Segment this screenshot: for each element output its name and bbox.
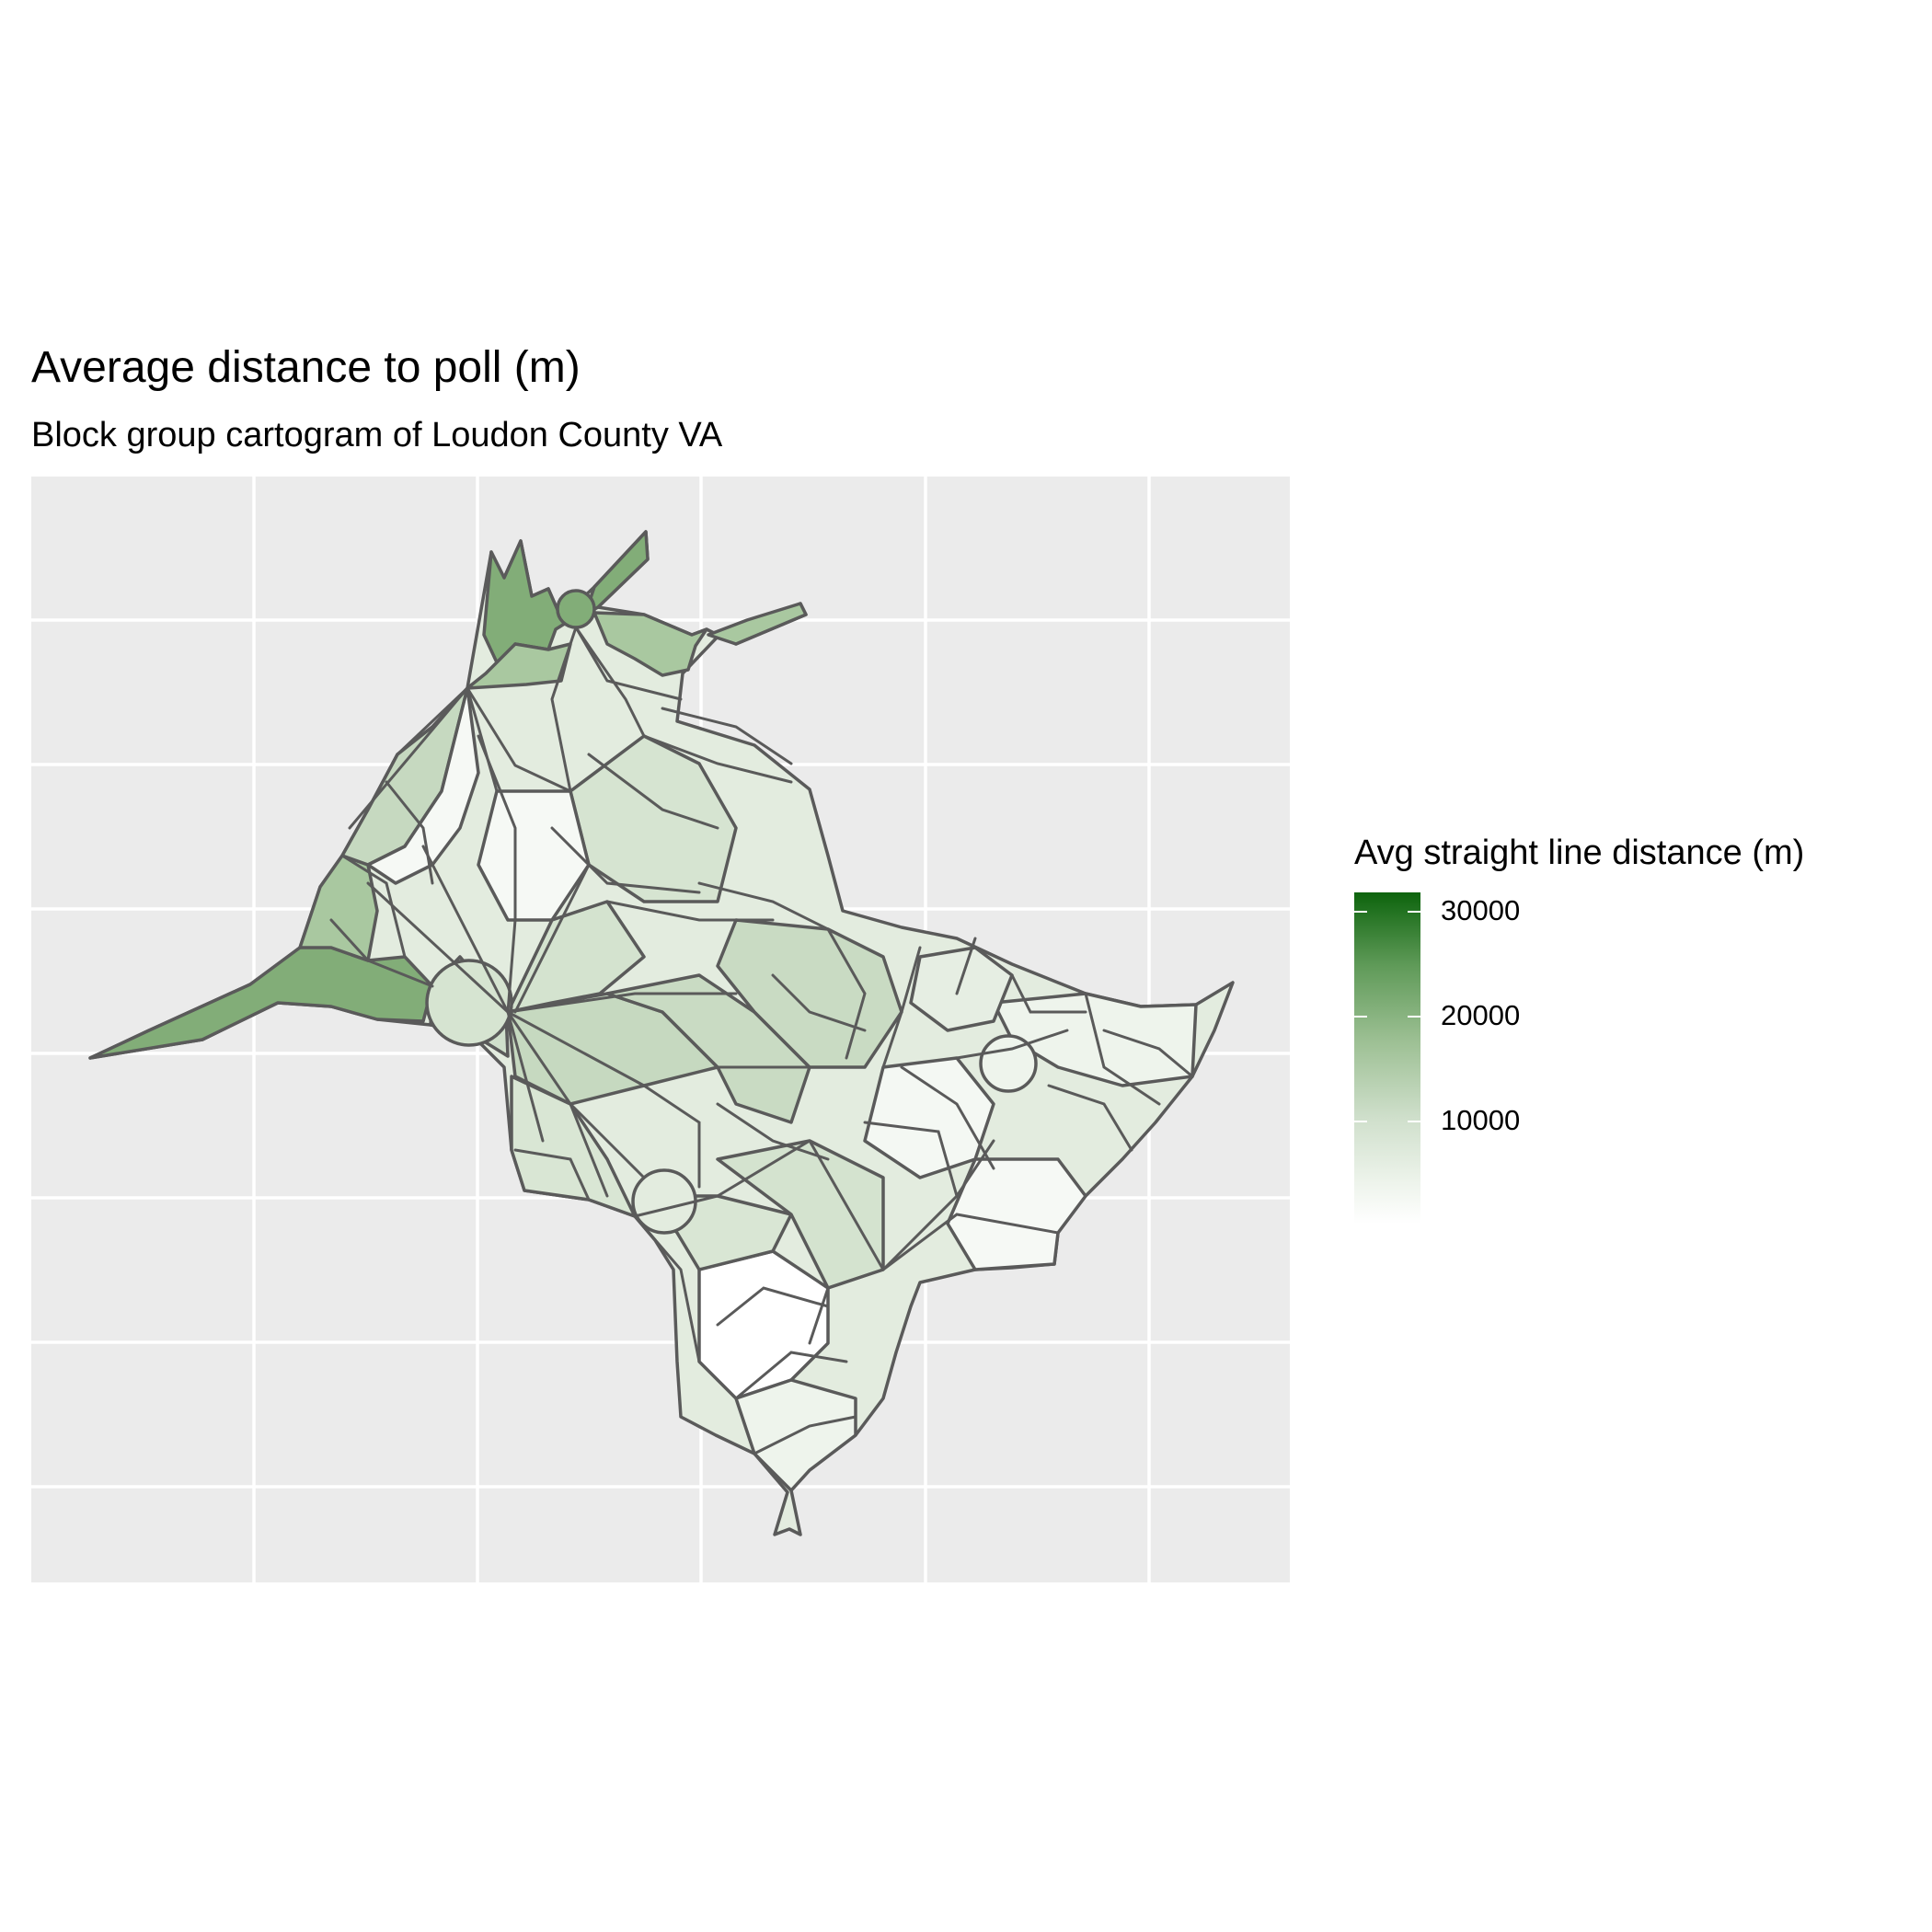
chart-title: Average distance to poll (m) [31,343,581,392]
block-groups [88,530,1235,1536]
region-north-4 [466,642,572,690]
region-center-4 [510,1075,637,1218]
legend-tick-mark [1354,1016,1367,1018]
region-north-3 [592,611,708,677]
region-west-4 [366,686,480,885]
region-center-circle [425,959,513,1047]
legend-colorbar [1354,892,1420,1224]
region-south-2 [734,1378,857,1492]
chart-subtitle: Block group cartogram of Loudon County V… [31,416,723,454]
legend-tick-label: 20000 [1441,999,1521,1031]
region-center-5 [605,973,811,1124]
legend-tick-mark [1408,911,1420,913]
region-east-circle [979,1034,1038,1093]
block-group-boundaries [329,626,1194,1455]
legend-title: Avg straight line distance (m) [1354,834,1805,872]
legend-tick-mark [1354,1121,1367,1122]
legend-tick-label: 30000 [1441,894,1521,926]
legend-tick-mark [1408,1121,1420,1122]
region-south-1 [697,1249,830,1400]
region-east-3 [946,1157,1087,1271]
region-east-4 [909,946,1014,1032]
legend-tick-label: 10000 [1441,1104,1521,1136]
legend-tick-mark [1408,1016,1420,1018]
region-northeast-spike [707,602,808,646]
region-north-circle [556,589,596,629]
legend-tick-mark [1354,911,1367,913]
